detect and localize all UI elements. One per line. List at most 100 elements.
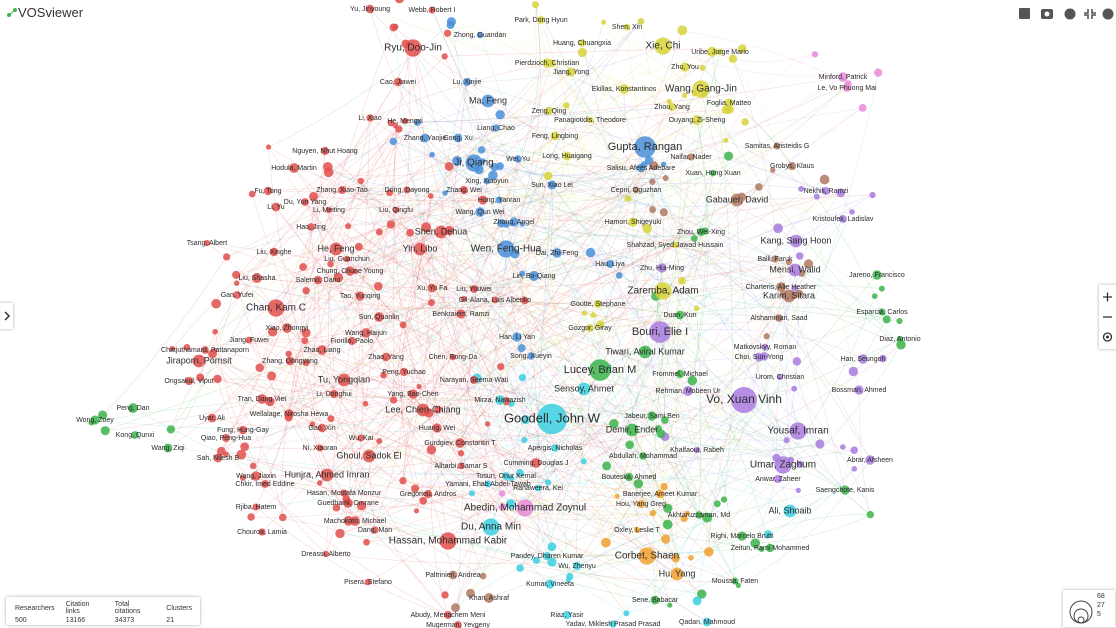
link — [427, 493, 708, 623]
open-panel-tab[interactable] — [0, 303, 13, 329]
link — [289, 295, 361, 362]
save-button[interactable] — [1019, 8, 1030, 19]
link — [623, 88, 645, 165]
chevron — [4, 311, 11, 321]
node-label: Feng, Lingbing — [532, 133, 578, 140]
fullscreen-button[interactable] — [1084, 9, 1096, 19]
link — [600, 324, 784, 466]
node-label: Xiao, Zhongyi — [266, 325, 309, 332]
node-label: Ekillas, Konstantinos — [592, 86, 657, 93]
node — [731, 387, 757, 413]
node — [374, 312, 384, 322]
link — [255, 439, 525, 508]
link — [354, 271, 633, 431]
node — [434, 405, 442, 414]
link — [452, 443, 821, 576]
node-label: Tosun, Onur Kemal — [476, 473, 536, 480]
app-logo[interactable]: VOSviewer — [6, 5, 83, 20]
node — [636, 163, 646, 173]
link — [304, 201, 553, 563]
link — [505, 110, 550, 250]
node — [265, 396, 275, 407]
node-label: Peng, Dan — [116, 405, 149, 412]
reset-view[interactable] — [1102, 332, 1113, 342]
node — [663, 503, 673, 513]
link — [378, 316, 526, 509]
link — [275, 206, 420, 387]
node — [666, 98, 672, 104]
node — [649, 206, 656, 214]
node — [481, 94, 495, 108]
link — [269, 199, 738, 402]
link — [378, 47, 426, 442]
link — [605, 295, 794, 543]
link — [288, 231, 702, 418]
link — [445, 177, 666, 194]
link — [393, 399, 551, 585]
node — [660, 161, 667, 167]
link — [704, 165, 793, 232]
link — [502, 506, 653, 520]
node — [693, 446, 701, 454]
node — [660, 482, 668, 491]
link — [134, 434, 820, 475]
link — [732, 53, 816, 63]
link — [325, 553, 552, 564]
link — [304, 201, 627, 614]
link — [712, 87, 848, 174]
link — [91, 396, 871, 461]
stats-value: 500 — [15, 617, 27, 624]
link — [355, 169, 480, 272]
node — [529, 271, 539, 281]
link — [500, 296, 656, 368]
node — [609, 620, 617, 628]
node — [840, 444, 846, 450]
link — [217, 125, 396, 459]
link — [347, 225, 462, 315]
link — [499, 399, 799, 491]
zoom-in[interactable] — [1103, 292, 1112, 302]
node — [403, 186, 411, 194]
node — [478, 195, 488, 205]
link — [589, 262, 790, 329]
node — [316, 444, 324, 452]
link — [459, 175, 549, 444]
size-label: 27 — [1097, 602, 1105, 609]
link — [648, 160, 666, 421]
node — [329, 242, 343, 256]
theme-button[interactable] — [1064, 8, 1076, 20]
node-label: Xie, Chi — [645, 41, 680, 52]
node — [878, 308, 886, 316]
node — [737, 44, 747, 54]
link — [455, 423, 488, 608]
link — [473, 231, 702, 290]
node — [596, 320, 605, 329]
link — [444, 56, 540, 561]
info-button[interactable] — [1102, 8, 1114, 20]
node — [267, 371, 277, 381]
link — [452, 81, 503, 494]
link — [554, 286, 782, 449]
node — [586, 324, 594, 332]
link — [368, 164, 645, 457]
node-label: Fu, Tong — [254, 188, 281, 195]
link — [687, 376, 781, 392]
node — [267, 299, 285, 317]
link — [393, 141, 450, 167]
node-label: Nekhili, Ramzi — [804, 188, 849, 195]
link — [250, 336, 518, 518]
link — [319, 447, 424, 502]
node — [340, 489, 348, 497]
node — [427, 283, 437, 293]
link — [551, 184, 738, 208]
node — [854, 385, 864, 395]
link — [336, 314, 594, 508]
node-label: Hunjra, Ahmed Imran — [284, 469, 369, 479]
link — [268, 146, 404, 326]
link — [440, 231, 503, 494]
link — [521, 313, 780, 349]
link — [333, 393, 537, 464]
node — [723, 151, 734, 161]
zoom-icons — [1102, 292, 1113, 342]
